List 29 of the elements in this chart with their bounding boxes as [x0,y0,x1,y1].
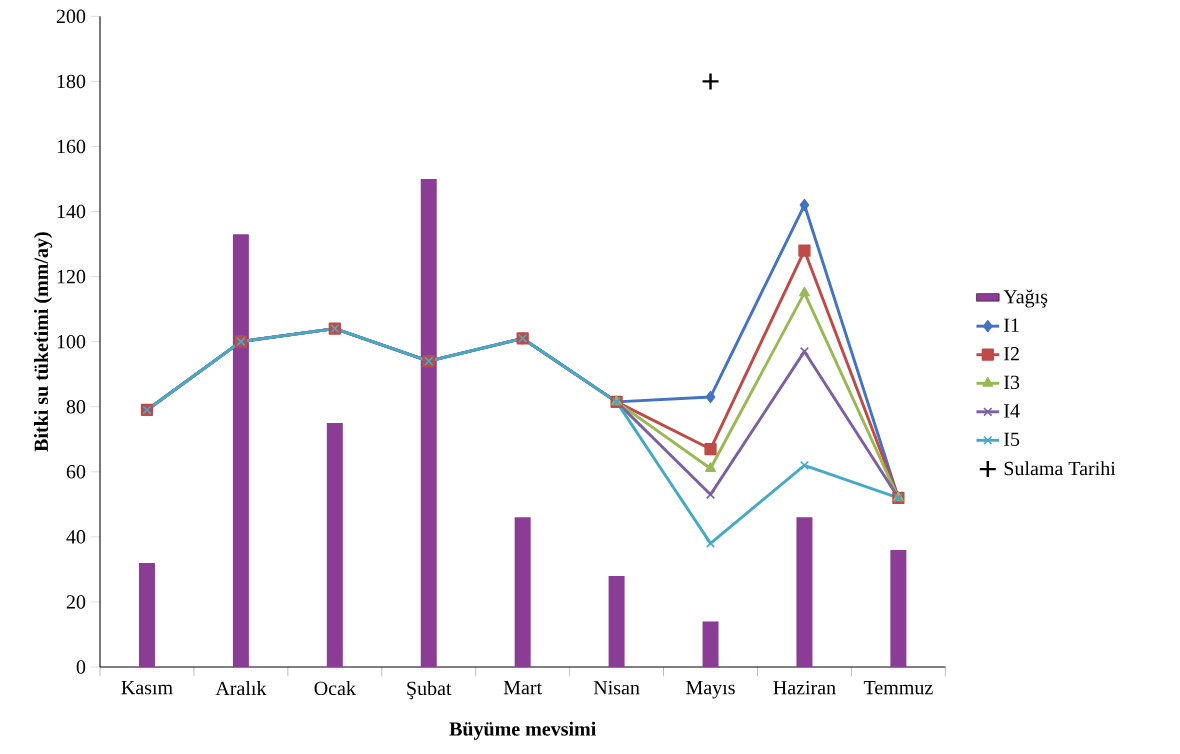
x-tick-label: Şubat [407,681,452,700]
legend-label: I2 [1004,347,1019,361]
y-tick-label: 200 [56,9,86,24]
legend-label: I1 [1004,318,1019,332]
x-tick-label: Nisan [593,681,640,695]
y-tick-label: 140 [57,204,86,219]
x-tick-label: Mayıs [686,681,735,699]
x-tick-label: Mart [503,681,542,695]
legend-label: I3 [1004,375,1020,390]
legend-label: I5 [1004,432,1020,447]
x-axis-title: Büyüme mevsimi [449,721,596,740]
x-tick-label: Kasım [121,681,173,695]
x-tick-label: Ocak [314,681,356,696]
legend-label: I4 [1004,404,1020,418]
legend-label: Yağış [1003,289,1048,308]
x-tick-label: Haziran [773,681,836,695]
y-tick-label: 80 [66,399,86,414]
y-tick-label: 40 [66,530,86,544]
y-tick-label: 180 [57,74,86,89]
x-tick-label: Aralık [215,681,267,696]
x-tick-label: Temmuz [863,681,933,695]
y-tick-label: 60 [66,465,86,479]
y-tick-label: 100 [57,334,86,349]
y-axis-title: Bitki su tüketimi (mm/ay) [33,232,53,452]
y-tick-label: 120 [57,269,86,284]
y-tick-label: 20 [66,595,86,609]
y-tick-label: 160 [57,139,86,154]
legend-label: Sulama Tarihi [1004,461,1116,476]
y-tick-label: 0 [76,660,86,674]
